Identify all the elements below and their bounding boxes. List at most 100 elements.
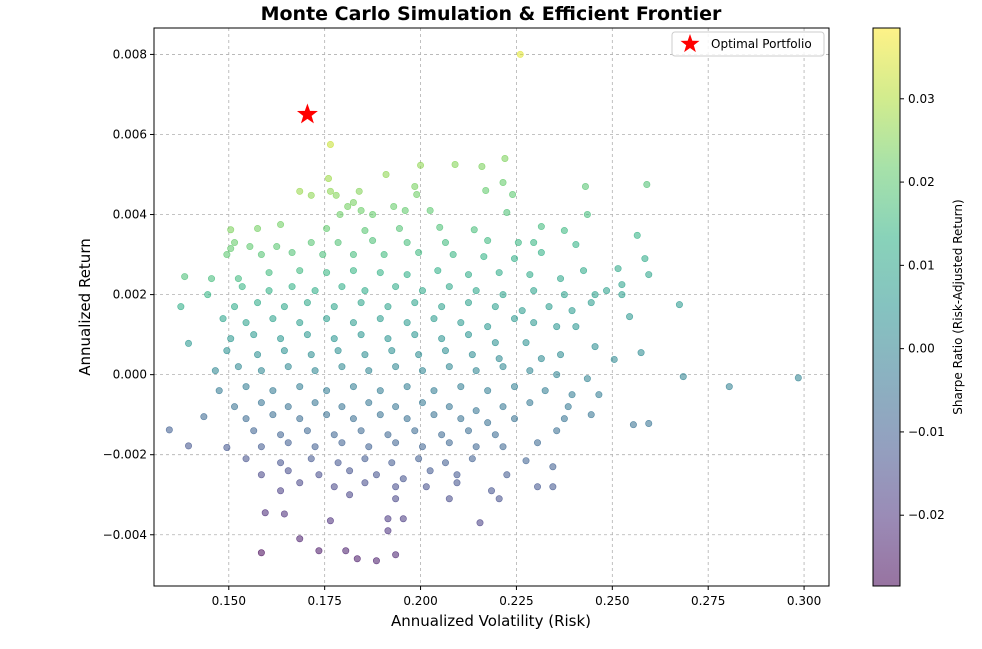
scatter-point bbox=[319, 251, 327, 259]
scatter-point bbox=[583, 211, 591, 219]
scatter-point bbox=[242, 383, 250, 391]
scatter-point bbox=[468, 351, 476, 359]
scatter-point bbox=[257, 399, 265, 407]
scatter-point bbox=[326, 140, 334, 148]
scatter-point bbox=[376, 315, 384, 323]
scatter-point bbox=[641, 255, 649, 263]
scatter-point bbox=[307, 351, 315, 359]
scatter-point bbox=[553, 323, 561, 331]
scatter-point bbox=[445, 363, 453, 371]
scatter-point bbox=[411, 183, 419, 191]
scatter-point bbox=[399, 475, 407, 483]
scatter-point bbox=[537, 355, 545, 363]
scatter-point bbox=[603, 287, 611, 295]
scatter-point bbox=[484, 387, 492, 395]
scatter-point bbox=[499, 363, 507, 371]
scatter-point bbox=[441, 239, 449, 247]
scatter-point bbox=[401, 207, 409, 215]
scatter-point bbox=[560, 415, 568, 423]
scatter-point bbox=[382, 171, 390, 179]
scatter-point bbox=[254, 225, 262, 233]
scatter-point bbox=[323, 269, 331, 277]
scatter-point bbox=[514, 239, 522, 247]
scatter-point bbox=[794, 374, 802, 382]
scatter-point bbox=[472, 443, 480, 451]
scatter-point bbox=[422, 483, 430, 491]
scatter-point bbox=[633, 231, 641, 239]
scatter-point bbox=[349, 199, 357, 207]
scatter-point bbox=[311, 399, 319, 407]
scatter-point bbox=[361, 227, 369, 235]
scatter-point bbox=[296, 415, 304, 423]
scatter-point bbox=[338, 283, 346, 291]
scatter-point bbox=[403, 271, 411, 279]
scatter-point bbox=[441, 459, 449, 467]
y-tick-label: 0.004 bbox=[113, 208, 147, 222]
scatter-point bbox=[675, 301, 683, 309]
scatter-point bbox=[530, 319, 538, 327]
scatter-point bbox=[534, 483, 542, 491]
scatter-point bbox=[349, 267, 357, 275]
scatter-point bbox=[541, 387, 549, 395]
scatter-point bbox=[522, 457, 530, 465]
scatter-point bbox=[511, 383, 519, 391]
x-tick-label: 0.275 bbox=[691, 594, 725, 608]
x-tick-label: 0.150 bbox=[212, 594, 246, 608]
scatter-point bbox=[392, 283, 400, 291]
scatter-point bbox=[537, 223, 545, 231]
scatter-point bbox=[234, 275, 242, 283]
scatter-point bbox=[392, 363, 400, 371]
scatter-point bbox=[349, 251, 357, 259]
scatter-point bbox=[476, 519, 484, 527]
scatter-point bbox=[346, 467, 354, 475]
scatter-point bbox=[445, 403, 453, 411]
scatter-point bbox=[526, 367, 534, 375]
scatter-point bbox=[372, 471, 380, 479]
scatter-point bbox=[284, 439, 292, 447]
colorbar-tick-label: 0.02 bbox=[908, 175, 935, 189]
scatter-point bbox=[491, 303, 499, 311]
scatter-point bbox=[499, 403, 507, 411]
x-tick-label: 0.200 bbox=[403, 594, 437, 608]
scatter-point bbox=[181, 273, 189, 281]
scatter-point bbox=[445, 283, 453, 291]
scatter-point bbox=[280, 510, 288, 518]
legend: Optimal Portfolio bbox=[671, 31, 825, 57]
scatter-point bbox=[238, 283, 246, 291]
y-tick-label: 0.008 bbox=[113, 47, 147, 61]
scatter-point bbox=[361, 287, 369, 295]
scatter-point bbox=[449, 251, 457, 259]
colorbar-tick-label: −0.02 bbox=[908, 508, 945, 522]
scatter-point bbox=[445, 495, 453, 503]
scatter-point bbox=[307, 239, 315, 247]
scatter-point bbox=[365, 367, 373, 375]
scatter-point bbox=[587, 411, 595, 419]
scatter-point bbox=[346, 491, 354, 499]
scatter-point bbox=[438, 335, 446, 343]
legend-star-icon bbox=[680, 34, 700, 53]
scatter-point bbox=[610, 355, 618, 363]
scatter-point bbox=[223, 251, 231, 259]
scatter-point bbox=[284, 403, 292, 411]
scatter-point bbox=[626, 313, 634, 321]
optimal-portfolio-layer bbox=[296, 103, 318, 124]
scatter-point bbox=[568, 307, 576, 315]
scatter-point bbox=[384, 431, 392, 439]
scatter-point bbox=[499, 443, 507, 451]
scatter-point bbox=[587, 299, 595, 307]
scatter-point bbox=[503, 209, 511, 217]
scatter-point bbox=[344, 203, 352, 211]
scatter-point bbox=[480, 253, 488, 261]
scatter-point bbox=[250, 331, 258, 339]
scatter-point bbox=[349, 383, 357, 391]
scatter-point bbox=[315, 471, 323, 479]
scatter-point bbox=[725, 383, 733, 391]
scatter-points bbox=[165, 50, 802, 565]
scatter-point bbox=[482, 187, 490, 195]
scatter-point bbox=[557, 351, 565, 359]
scatter-point bbox=[338, 439, 346, 447]
scatter-point bbox=[411, 299, 419, 307]
scatter-point bbox=[357, 331, 365, 339]
scatter-point bbox=[208, 275, 216, 283]
scatter-point bbox=[254, 299, 262, 307]
